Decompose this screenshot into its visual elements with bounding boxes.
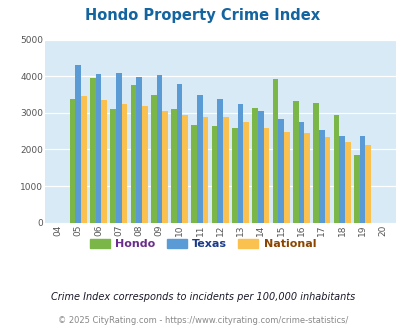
Bar — [177, 84, 182, 223]
Bar — [304, 133, 309, 223]
Bar — [313, 103, 318, 223]
Bar — [232, 128, 237, 223]
Bar — [142, 106, 147, 223]
Bar — [263, 128, 269, 223]
Bar — [171, 109, 177, 223]
Text: Hondo Property Crime Index: Hondo Property Crime Index — [85, 8, 320, 23]
Bar — [324, 137, 330, 223]
Bar — [284, 132, 289, 223]
Bar — [122, 104, 127, 223]
Bar — [252, 108, 258, 223]
Legend: Hondo, Texas, National: Hondo, Texas, National — [85, 234, 320, 253]
Bar — [96, 74, 101, 223]
Bar — [318, 130, 324, 223]
Bar — [151, 95, 156, 223]
Bar — [223, 117, 228, 223]
Bar — [278, 119, 284, 223]
Bar — [217, 99, 223, 223]
Bar — [258, 112, 263, 223]
Bar — [243, 122, 249, 223]
Bar — [182, 115, 188, 223]
Bar — [156, 76, 162, 223]
Bar — [364, 146, 370, 223]
Bar — [344, 142, 350, 223]
Bar — [333, 115, 339, 223]
Bar — [81, 96, 87, 223]
Bar — [298, 122, 304, 223]
Bar — [75, 65, 81, 223]
Bar — [272, 79, 278, 223]
Bar — [211, 126, 217, 223]
Bar — [359, 136, 364, 223]
Bar — [162, 111, 168, 223]
Bar — [116, 73, 121, 223]
Bar — [101, 100, 107, 223]
Bar — [353, 155, 359, 223]
Bar — [90, 78, 96, 223]
Bar — [136, 77, 142, 223]
Bar — [110, 109, 116, 223]
Bar — [292, 101, 298, 223]
Bar — [202, 116, 208, 223]
Bar — [70, 99, 75, 223]
Bar — [130, 85, 136, 223]
Text: © 2025 CityRating.com - https://www.cityrating.com/crime-statistics/: © 2025 CityRating.com - https://www.city… — [58, 316, 347, 325]
Text: Crime Index corresponds to incidents per 100,000 inhabitants: Crime Index corresponds to incidents per… — [51, 292, 354, 302]
Bar — [191, 125, 197, 223]
Bar — [237, 104, 243, 223]
Bar — [197, 95, 202, 223]
Bar — [339, 136, 344, 223]
